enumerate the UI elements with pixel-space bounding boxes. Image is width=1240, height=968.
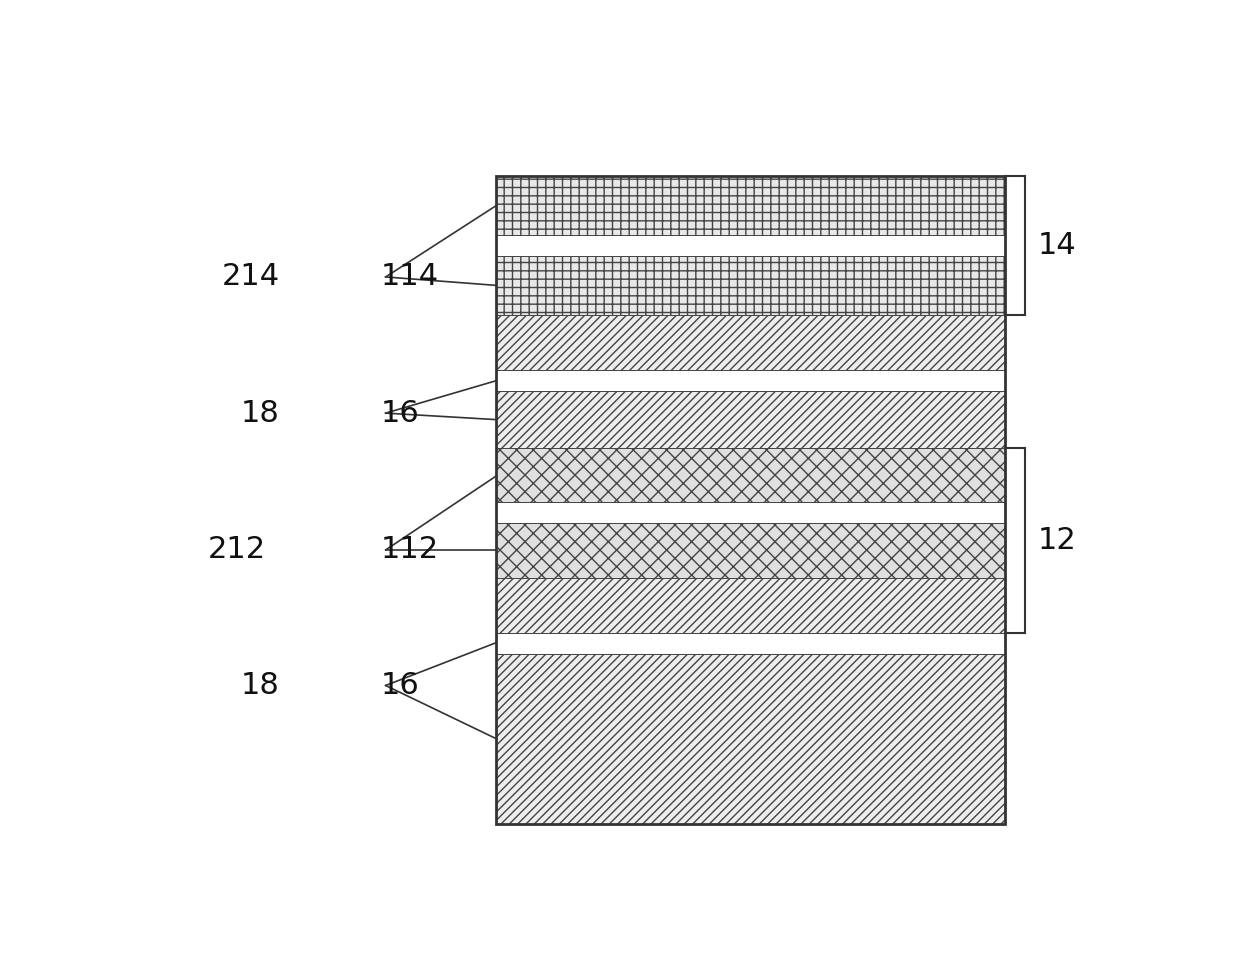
Bar xyxy=(496,316,1006,371)
Text: 14: 14 xyxy=(1037,231,1076,260)
Text: 214: 214 xyxy=(222,262,280,291)
Bar xyxy=(496,502,1006,523)
Bar xyxy=(496,448,1006,502)
Bar xyxy=(496,633,1006,653)
Text: 18: 18 xyxy=(241,671,280,700)
Text: 16: 16 xyxy=(381,399,419,428)
Bar xyxy=(496,176,1006,235)
Text: 114: 114 xyxy=(381,262,439,291)
Bar xyxy=(496,653,1006,825)
Bar xyxy=(496,235,1006,256)
Bar xyxy=(496,578,1006,633)
Text: 16: 16 xyxy=(381,671,419,700)
Bar xyxy=(496,523,1006,578)
Bar xyxy=(496,371,1006,391)
Text: 112: 112 xyxy=(381,535,439,564)
Text: 212: 212 xyxy=(207,535,265,564)
Text: 18: 18 xyxy=(241,399,280,428)
Text: 12: 12 xyxy=(1037,526,1076,555)
Bar xyxy=(496,256,1006,316)
Bar xyxy=(496,176,1006,825)
Bar xyxy=(496,391,1006,448)
